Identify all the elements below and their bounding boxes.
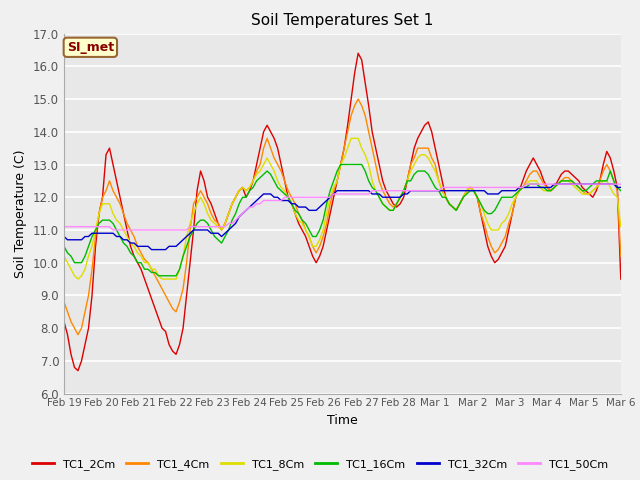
Text: SI_met: SI_met	[67, 41, 114, 54]
Y-axis label: Soil Temperature (C): Soil Temperature (C)	[15, 149, 28, 278]
Title: Soil Temperatures Set 1: Soil Temperatures Set 1	[252, 13, 433, 28]
Legend: TC1_2Cm, TC1_4Cm, TC1_8Cm, TC1_16Cm, TC1_32Cm, TC1_50Cm: TC1_2Cm, TC1_4Cm, TC1_8Cm, TC1_16Cm, TC1…	[28, 455, 612, 474]
X-axis label: Time: Time	[327, 414, 358, 427]
